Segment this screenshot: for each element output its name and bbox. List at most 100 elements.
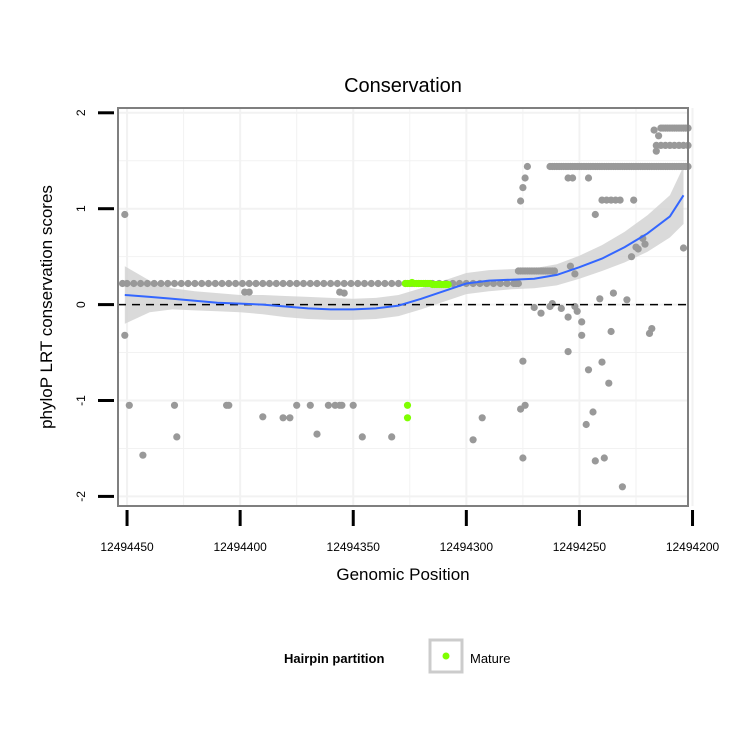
conservation-point bbox=[286, 414, 294, 422]
conservation-point bbox=[503, 279, 511, 288]
conservation-point bbox=[627, 253, 636, 261]
x-tick-label: 12494200 bbox=[666, 540, 720, 554]
conservation-point bbox=[634, 245, 642, 253]
conservation-point bbox=[650, 126, 658, 134]
axis-ticks bbox=[98, 111, 695, 526]
conservation-point bbox=[679, 244, 688, 252]
conservation-point bbox=[218, 279, 226, 288]
conservation-point bbox=[125, 401, 133, 409]
conservation-point bbox=[358, 433, 366, 441]
conservation-point bbox=[360, 279, 369, 288]
conservation-point bbox=[121, 331, 129, 339]
conservation-point bbox=[170, 401, 179, 409]
mature-point bbox=[444, 280, 452, 289]
x-tick-label: 12494400 bbox=[213, 540, 267, 554]
conservation-point bbox=[605, 379, 613, 387]
conservation-point bbox=[225, 401, 233, 409]
legend-title: Hairpin partition bbox=[284, 651, 384, 666]
conservation-point bbox=[550, 267, 559, 275]
conservation-point bbox=[582, 420, 590, 429]
conservation-point bbox=[591, 210, 599, 219]
conservation-point bbox=[347, 279, 355, 288]
conservation-point bbox=[469, 436, 477, 444]
conservation-point bbox=[623, 296, 631, 304]
conservation-point bbox=[238, 279, 246, 288]
conservation-point bbox=[340, 289, 348, 297]
conservation-point bbox=[578, 318, 586, 326]
conservation-point bbox=[573, 307, 581, 315]
conservation-point bbox=[293, 401, 301, 409]
conservation-point bbox=[521, 174, 529, 182]
conservation-point bbox=[557, 304, 565, 312]
conservation-point bbox=[279, 414, 287, 422]
conservation-point bbox=[225, 279, 233, 288]
y-axis-title: phyloP LRT conservation scores bbox=[37, 185, 56, 429]
conservation-point bbox=[121, 210, 129, 219]
conservation-point bbox=[578, 331, 586, 339]
conservation-point bbox=[313, 279, 321, 288]
conservation-point bbox=[211, 279, 219, 288]
conservation-point bbox=[299, 279, 308, 288]
conservation-point bbox=[571, 270, 579, 278]
conservation-point bbox=[589, 408, 597, 416]
conservation-point bbox=[354, 279, 362, 288]
conservation-point bbox=[388, 279, 396, 288]
conservation-point bbox=[259, 413, 267, 421]
conservation-point bbox=[521, 401, 529, 409]
conservation-point bbox=[598, 358, 606, 366]
loess-smooth-line bbox=[124, 194, 685, 311]
conservation-point bbox=[150, 279, 158, 288]
axis-tick-labels: 12494450 12494400 12494350 12494300 12494250… bbox=[74, 109, 720, 554]
conservation-point bbox=[245, 279, 253, 288]
conservation-point bbox=[139, 451, 147, 459]
conservation-point bbox=[333, 279, 341, 288]
conservation-point bbox=[655, 132, 663, 140]
conservation-point bbox=[616, 196, 624, 204]
conservation-point bbox=[641, 240, 649, 248]
conservation-point bbox=[324, 401, 332, 409]
conservation-point bbox=[320, 279, 328, 288]
x-axis-title: Genomic Position bbox=[336, 565, 469, 584]
conservation-point bbox=[618, 483, 627, 491]
conservation-point bbox=[286, 279, 294, 288]
conservation-point bbox=[600, 454, 608, 462]
conservation-point bbox=[191, 279, 199, 288]
conservation-point bbox=[137, 279, 145, 288]
conservation-point bbox=[198, 279, 206, 288]
y-tick-label: 0 bbox=[74, 301, 88, 308]
conservation-point bbox=[478, 414, 486, 422]
conservation-point bbox=[157, 279, 165, 288]
chart-title: Conservation bbox=[344, 75, 462, 97]
plot-panel-border bbox=[117, 107, 689, 507]
conservation-point bbox=[648, 325, 656, 333]
mature-point bbox=[403, 401, 412, 409]
x-tick-label: 12494250 bbox=[553, 540, 607, 554]
legend-key-mature-point bbox=[442, 652, 450, 660]
conservation-point bbox=[232, 279, 240, 288]
conservation-point bbox=[130, 279, 138, 288]
conservation-point bbox=[584, 174, 593, 182]
conservation-point bbox=[496, 279, 504, 288]
conservation-point bbox=[327, 279, 335, 288]
conservation-point bbox=[293, 279, 301, 288]
y-tick-label: -1 bbox=[74, 395, 88, 406]
y-tick-label: 2 bbox=[74, 109, 88, 116]
conservation-point bbox=[340, 279, 348, 288]
conservation-point bbox=[177, 279, 185, 288]
conservation-point bbox=[184, 279, 192, 288]
conservation-point bbox=[596, 295, 604, 303]
conservation-point bbox=[569, 174, 577, 182]
conservation-point bbox=[537, 309, 545, 317]
conservation-point bbox=[519, 184, 527, 192]
conservation-point bbox=[245, 288, 253, 296]
conservation-point bbox=[564, 313, 572, 321]
conservation-point bbox=[584, 366, 593, 374]
conservation-point bbox=[252, 279, 260, 288]
grid-lines bbox=[118, 108, 694, 506]
conservation-point bbox=[118, 279, 127, 288]
conservation-point bbox=[204, 279, 213, 288]
conservation-point bbox=[279, 279, 287, 288]
legend-label-mature: Mature bbox=[470, 651, 510, 666]
confidence-band bbox=[124, 166, 684, 324]
conservation-point bbox=[519, 454, 527, 462]
